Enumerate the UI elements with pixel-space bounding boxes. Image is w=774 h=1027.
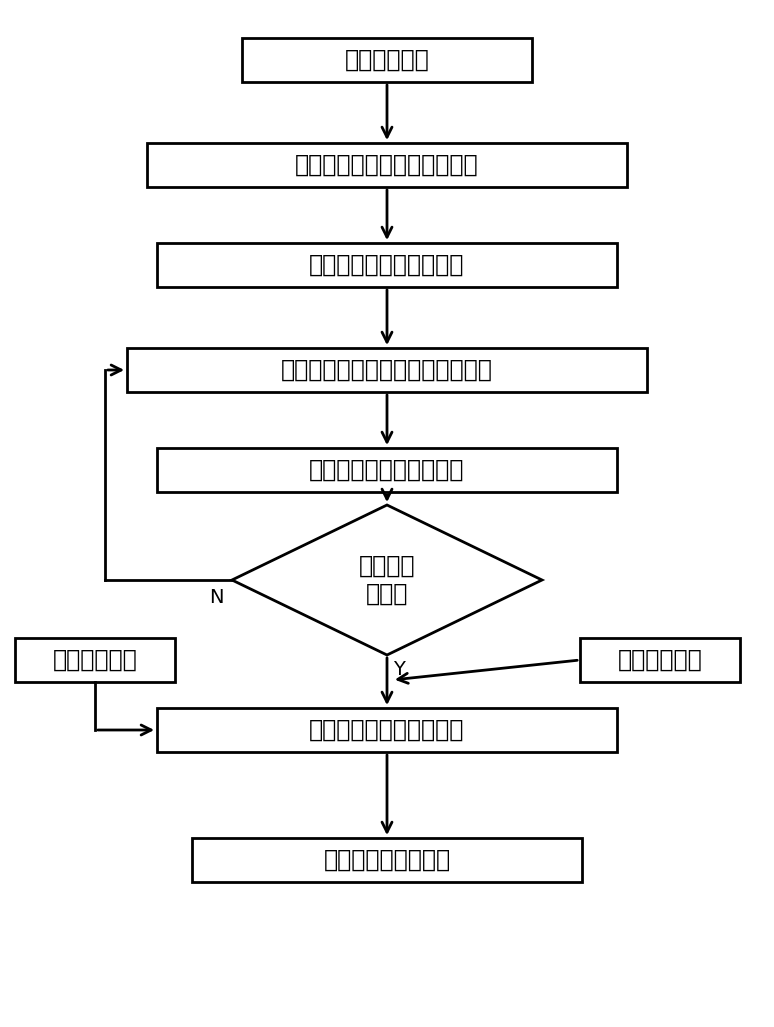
Text: 优化设计指标: 优化设计指标	[618, 648, 702, 672]
Text: N: N	[210, 588, 224, 607]
Bar	[147, 143, 627, 187]
Bar	[157, 243, 617, 287]
Text: 最理想结构（尺小）: 最理想结构（尺小）	[324, 848, 450, 872]
Text: 力学性能、模态性能分析: 力学性能、模态性能分析	[310, 253, 464, 277]
Bar	[242, 38, 532, 82]
Text: Y: Y	[393, 660, 405, 679]
Bar	[192, 838, 582, 882]
Bar	[15, 638, 175, 682]
Text: 可调范围内改变关键尺寸: 可调范围内改变关键尺寸	[310, 718, 464, 741]
Text: 根据工况建立力学模型，求解: 根据工况建立力学模型，求解	[295, 153, 479, 177]
Text: 初步模型建立: 初步模型建立	[344, 48, 430, 72]
Bar	[157, 708, 617, 752]
Bar	[157, 448, 617, 492]
Text: 力学性能、模态性能分析: 力学性能、模态性能分析	[310, 458, 464, 482]
Text: 极端尺寸调整: 极端尺寸调整	[53, 648, 137, 672]
Polygon shape	[232, 505, 542, 655]
Text: 是否优于
原结构: 是否优于 原结构	[359, 555, 415, 606]
Bar	[580, 638, 740, 682]
Text: 改变关键筋板类型，建立新的模型: 改变关键筋板类型，建立新的模型	[281, 358, 493, 382]
Bar	[127, 348, 647, 392]
